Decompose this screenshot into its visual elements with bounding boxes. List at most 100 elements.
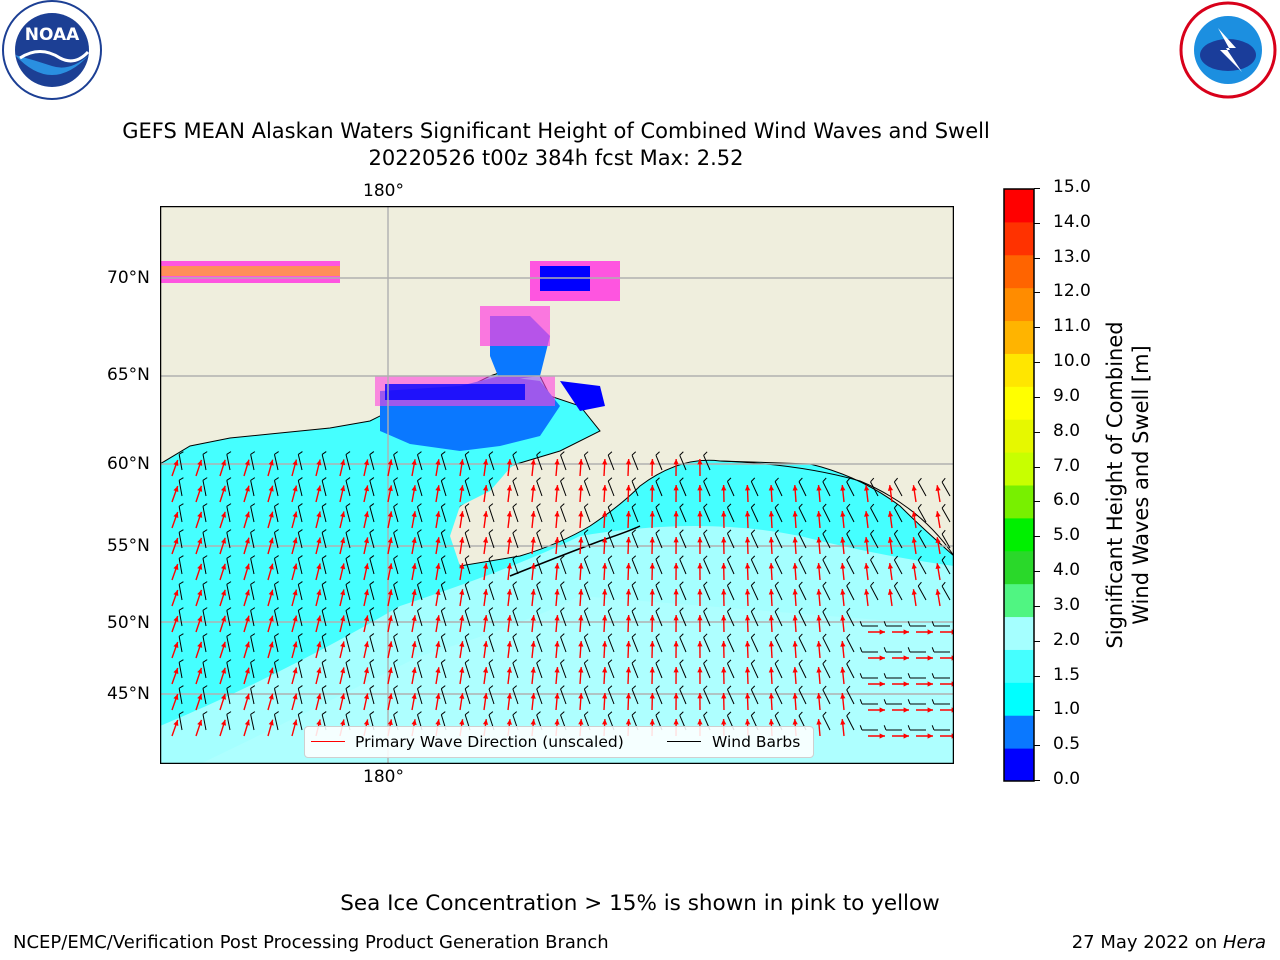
wave-direction-arrowhead [387, 485, 393, 492]
wave-direction-arrowhead [482, 563, 489, 569]
wind-barb [726, 663, 735, 679]
wave-direction-arrowhead [244, 459, 250, 466]
wind-barb-flag [931, 699, 935, 705]
wave-direction-arrowhead [578, 459, 584, 465]
wave-direction-arrowhead [411, 563, 417, 570]
wind-barb-flag [464, 477, 470, 482]
wave-direction-arrowhead [554, 511, 560, 517]
wind-barb-flag [727, 685, 732, 690]
wind-barb [774, 663, 783, 679]
wave-direction-arrowhead [673, 667, 679, 673]
wind-barb-flag [584, 659, 589, 664]
wave-direction-arrowhead [435, 693, 441, 699]
colorbar-segment [1004, 452, 1034, 486]
wave-direction-arrowhead [530, 719, 536, 725]
wave-direction-arrowhead [173, 511, 179, 518]
wind-barb [607, 662, 615, 679]
wind-barb-flag [393, 633, 398, 637]
wind-barb-flag [488, 477, 494, 482]
wave-direction-arrowhead [459, 537, 465, 543]
wind-barb-flag [703, 477, 708, 482]
wind-barb-flag [274, 581, 279, 585]
wave-direction-arrowhead [221, 459, 227, 466]
wind-barb [417, 688, 423, 705]
wind-barb-flag [798, 581, 803, 586]
wind-barb-flag [393, 477, 398, 481]
wind-barb [655, 689, 663, 705]
wave-direction-arrowhead [816, 563, 822, 569]
wind-barb-flag [607, 555, 613, 560]
wind-barb-flag [321, 607, 327, 611]
wave-direction-arrowhead [840, 719, 846, 725]
colorbar-tick-mark [1034, 710, 1040, 712]
wind-barb-flag [536, 581, 541, 586]
wind-barb [655, 559, 663, 575]
wind-barb-flag [727, 477, 732, 482]
wind-barb [464, 584, 471, 601]
wave-direction-arrowhead [935, 511, 941, 517]
wind-barb-flag [859, 673, 863, 679]
wave-direction-arrowhead [268, 459, 274, 466]
wind-barb [512, 506, 519, 523]
wave-direction-arrowhead [935, 485, 941, 491]
wind-barb [750, 637, 759, 653]
wave-direction-arrowhead [879, 733, 885, 739]
colorbar-tick-label: 13.0 [1053, 246, 1091, 267]
wave-direction-arrowhead [840, 537, 846, 543]
wind-barb [417, 636, 423, 653]
wind-barb-flag [679, 477, 684, 482]
wave-direction-arrowhead [173, 537, 179, 544]
wind-barb-flag [893, 503, 898, 509]
wind-barb [846, 507, 855, 523]
wind-barb-flag [607, 711, 613, 716]
wind-barb-flag [369, 529, 375, 533]
wind-barb-flag [202, 581, 208, 585]
wave-direction-arrowhead [173, 485, 179, 492]
wind-barb [512, 480, 519, 497]
wind-barb [560, 454, 567, 471]
colorbar-tick-label: 15.0 [1053, 177, 1091, 197]
wind-barb-flag [298, 581, 303, 585]
colorbar-tick-label: 10.0 [1053, 351, 1091, 372]
wind-barb-flag [774, 711, 779, 716]
sea-ice-note: Sea Ice Concentration > 15% is shown in … [340, 891, 940, 916]
wind-barb [917, 585, 927, 601]
wave-direction-arrowhead [697, 459, 703, 465]
wind-barb [941, 481, 951, 497]
wave-direction-arrowhead [840, 615, 846, 621]
wind-barb-flag [345, 633, 351, 637]
wave-direction-arrowhead [879, 629, 885, 635]
wind-barb [917, 559, 927, 575]
wind-barb-flag [464, 529, 470, 534]
wave-direction-arrowhead [697, 563, 703, 569]
wave-direction-arrowhead [744, 511, 751, 517]
wind-barb-flag [560, 555, 565, 560]
wind-barb [393, 636, 399, 653]
wind-barb-flag [774, 685, 779, 690]
wave-direction-arrowhead [173, 667, 179, 674]
wind-barb-flag [560, 477, 565, 482]
wind-barb-flag [560, 659, 565, 664]
wave-direction-arrowhead [340, 641, 346, 648]
wind-barb [417, 480, 423, 497]
wind-barb-flag [488, 659, 494, 664]
wind-barb [464, 506, 471, 523]
wind-barb [393, 584, 399, 601]
wind-barb-flag [512, 477, 518, 482]
wave-direction-arrowhead [721, 615, 727, 621]
wind-barb-flag [202, 529, 208, 533]
wave-direction-arrowhead [578, 615, 584, 621]
wind-barb-flag [178, 555, 184, 559]
wind-barb-flag [464, 659, 470, 664]
wind-barb-flag [727, 633, 732, 638]
wind-barb [750, 481, 759, 497]
footer-machine: Hera [1222, 932, 1266, 953]
wind-barb [250, 714, 255, 731]
wind-barb-flag [345, 659, 351, 663]
wind-barb [917, 481, 927, 497]
wind-barb [679, 611, 687, 627]
wind-barb [893, 585, 903, 601]
wave-direction-arrowhead [411, 485, 417, 492]
wind-barb [369, 532, 375, 549]
wave-direction-arrowhead [197, 719, 203, 726]
